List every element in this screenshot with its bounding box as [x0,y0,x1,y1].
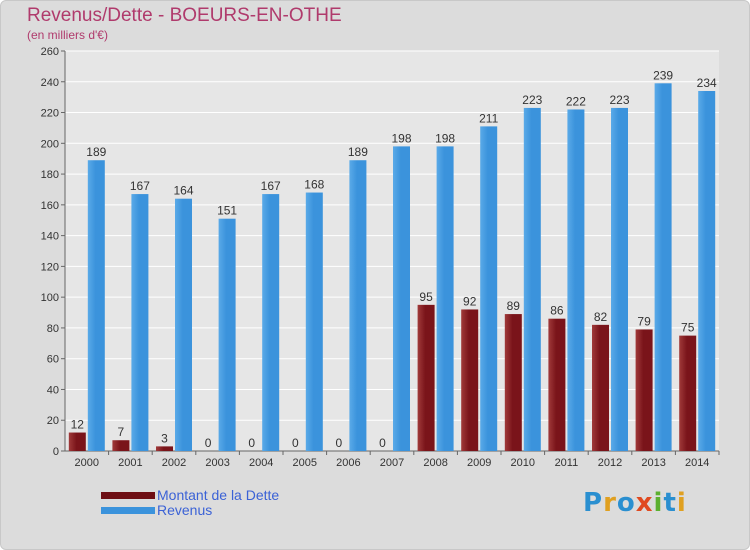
bar-dette [679,335,697,451]
bar-dette [156,446,173,451]
data-label-revenus: 239 [653,68,673,82]
data-label-revenus: 223 [609,93,629,107]
bar-revenus [567,109,585,451]
x-tick-label: 2006 [336,457,360,469]
x-tick-label: 2001 [118,457,142,469]
legend-item-revenus: Revenus [101,502,212,518]
x-tick-label: 2009 [467,457,491,469]
bar-dette [504,314,522,451]
x-tick-label: 2014 [685,457,709,469]
bar-dette [417,304,435,451]
legend-label-revenus: Revenus [157,502,213,518]
legend-item-dette: Montant de la Dette [101,487,279,503]
y-tick-label: 160 [41,200,59,212]
chart-subtitle: (en milliers d'€) [27,28,108,42]
x-tick-label: 2013 [641,457,665,469]
data-label-dette: 86 [550,304,564,318]
bar-revenus [654,83,672,452]
data-label-revenus: 211 [479,111,498,125]
data-label-dette: 0 [379,436,386,450]
proxiti-logo: Proxiti [583,488,687,518]
data-label-revenus: 168 [304,178,324,192]
x-tick-label: 2007 [380,457,404,469]
y-tick-label: 0 [53,446,59,458]
data-label-dette: 79 [637,314,651,328]
bar-revenus [175,198,192,451]
y-tick-label: 20 [47,415,59,427]
data-label-revenus: 164 [173,184,193,198]
data-label-revenus: 167 [261,179,281,193]
bar-dette [461,309,479,451]
bar-revenus [480,126,498,451]
data-label-dette: 0 [336,436,343,450]
x-tick-label: 2000 [75,457,99,469]
data-label-dette: 12 [71,418,85,432]
y-tick-label: 140 [41,231,59,243]
bar-dette [68,432,86,451]
y-tick-label: 80 [47,323,59,335]
y-tick-label: 240 [41,77,59,89]
bar-dette [548,318,566,451]
x-tick-label: 2012 [598,457,622,469]
data-label-revenus: 167 [130,179,150,193]
y-tick-label: 260 [41,46,59,58]
y-tick-label: 60 [47,354,59,366]
chart-title: Revenus/Dette - BOEURS-EN-OTHE [27,5,342,26]
y-tick-label: 120 [41,261,59,273]
bar-revenus [87,160,105,451]
data-label-dette: 0 [292,436,299,450]
legend-label-dette: Montant de la Dette [157,487,280,503]
x-tick-label: 2005 [293,457,317,469]
data-label-dette: 75 [681,321,695,335]
bar-revenus [611,107,628,451]
x-tick-label: 2002 [162,457,186,469]
legend-swatch-revenus [101,506,155,514]
data-label-revenus: 222 [566,94,586,108]
data-label-dette: 0 [248,436,255,450]
data-label-dette: 89 [507,299,521,313]
bar-dette [592,324,609,451]
data-label-dette: 7 [118,425,125,439]
data-label-revenus: 223 [522,93,542,107]
data-label-dette: 95 [419,290,433,304]
data-label-revenus: 234 [697,76,717,90]
x-tick-label: 2004 [249,457,273,469]
bar-revenus [698,91,716,451]
x-tick-label: 2008 [423,457,447,469]
y-tick-label: 100 [41,292,59,304]
data-label-dette: 3 [161,431,168,445]
data-label-revenus: 189 [86,145,106,159]
bar-revenus [436,146,454,451]
data-label-revenus: 189 [348,145,368,159]
x-tick-label: 2010 [511,457,535,469]
y-tick-label: 200 [41,138,59,150]
bar-revenus [218,218,236,451]
data-label-dette: 82 [594,310,608,324]
plot-area [65,51,719,451]
data-label-dette: 92 [463,294,477,308]
bar-revenus [262,194,280,452]
bar-revenus [131,194,149,452]
x-tick-label: 2003 [205,457,229,469]
x-tick-label: 2011 [555,457,579,469]
data-label-revenus: 151 [217,204,237,218]
bar-dette [112,440,130,451]
y-tick-label: 180 [41,169,59,181]
bar-revenus [393,146,410,451]
bar-revenus [305,192,323,452]
y-tick-label: 220 [41,108,59,120]
y-tick-label: 40 [47,384,59,396]
bar-dette [635,329,653,451]
bar-revenus [523,107,541,451]
data-label-dette: 0 [205,436,212,450]
legend-swatch-dette [101,491,155,499]
data-label-revenus: 198 [391,131,411,145]
data-label-revenus: 198 [435,131,455,145]
bar-revenus [349,160,367,451]
